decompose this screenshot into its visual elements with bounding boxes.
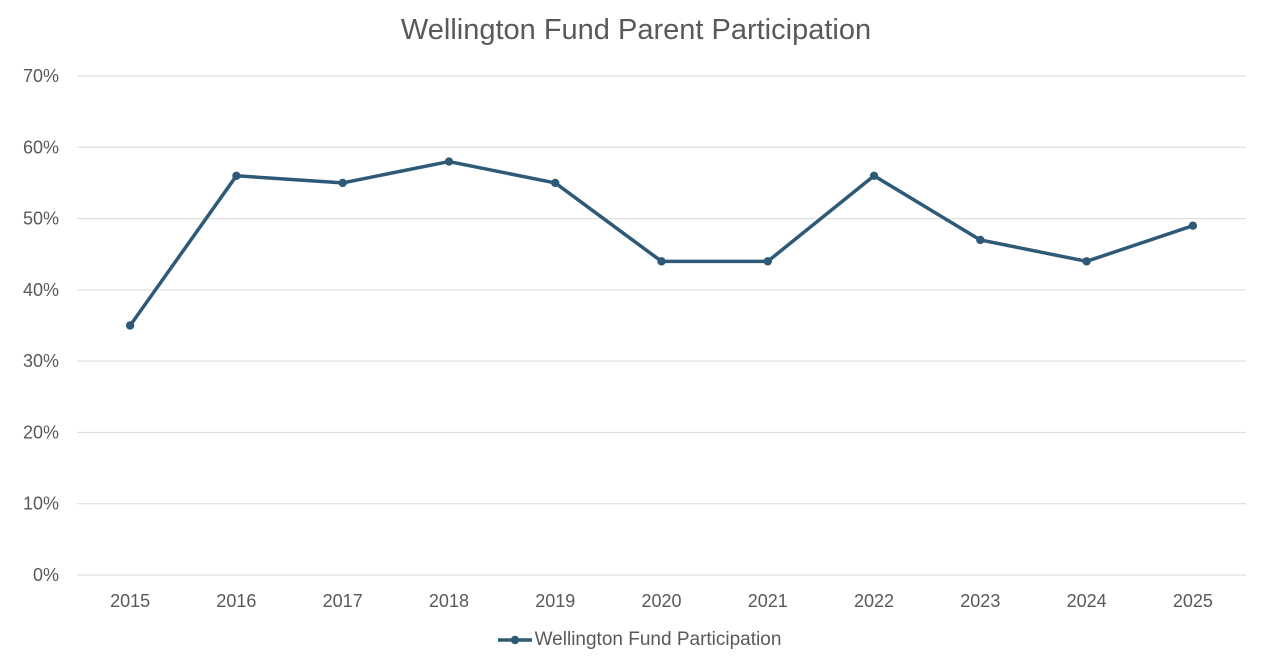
x-tick-label: 2017 — [323, 591, 363, 611]
data-point — [869, 171, 879, 180]
series-layer — [125, 157, 1198, 330]
x-tick-label: 2015 — [110, 591, 150, 611]
x-axis-tick-labels: 2015 2016 2017 2018 2019 2020 2021 2022 2023 2024… — [110, 591, 1213, 611]
data-point — [976, 235, 985, 245]
data-point — [763, 257, 772, 266]
data-point — [444, 157, 454, 166]
x-tick-label: 2023 — [960, 591, 1000, 611]
data-point — [1082, 257, 1091, 266]
y-tick-label: 60% — [23, 137, 59, 157]
x-tick-label: 2022 — [854, 591, 894, 611]
x-tick-label: 2020 — [641, 591, 681, 611]
x-tick-label: 2021 — [748, 591, 788, 611]
data-point — [657, 257, 666, 266]
y-tick-label: 30% — [23, 351, 59, 371]
x-tick-label: 2024 — [1067, 591, 1107, 611]
data-point — [232, 171, 241, 180]
y-tick-label: 0% — [33, 565, 59, 585]
chart-title: Wellington Fund Parent Participation — [400, 14, 872, 46]
data-point — [1188, 221, 1198, 230]
y-tick-label: 40% — [23, 280, 59, 300]
series-line-0 — [128, 159, 1195, 328]
y-tick-label: 20% — [23, 422, 59, 442]
y-tick-label: 70% — [23, 66, 59, 86]
x-tick-label: 2019 — [535, 591, 575, 611]
data-point — [338, 178, 347, 188]
gridlines — [77, 75, 1246, 576]
legend: Wellington Fund Participation — [0, 628, 1278, 652]
x-tick-label: 2025 — [1173, 591, 1213, 611]
y-axis-tick-labels: 0% 10% 20% 30% 40% 50% 60% 70% — [23, 66, 59, 585]
y-tick-label: 10% — [23, 494, 59, 514]
x-tick-label: 2018 — [429, 591, 469, 611]
legend-swatch-series-0 — [497, 635, 532, 645]
data-point — [551, 178, 560, 188]
x-tick-label: 2016 — [216, 591, 256, 611]
y-tick-label: 50% — [23, 209, 59, 229]
legend-label-series-0: Wellington Fund Participation — [534, 629, 782, 650]
data-point — [125, 321, 135, 330]
